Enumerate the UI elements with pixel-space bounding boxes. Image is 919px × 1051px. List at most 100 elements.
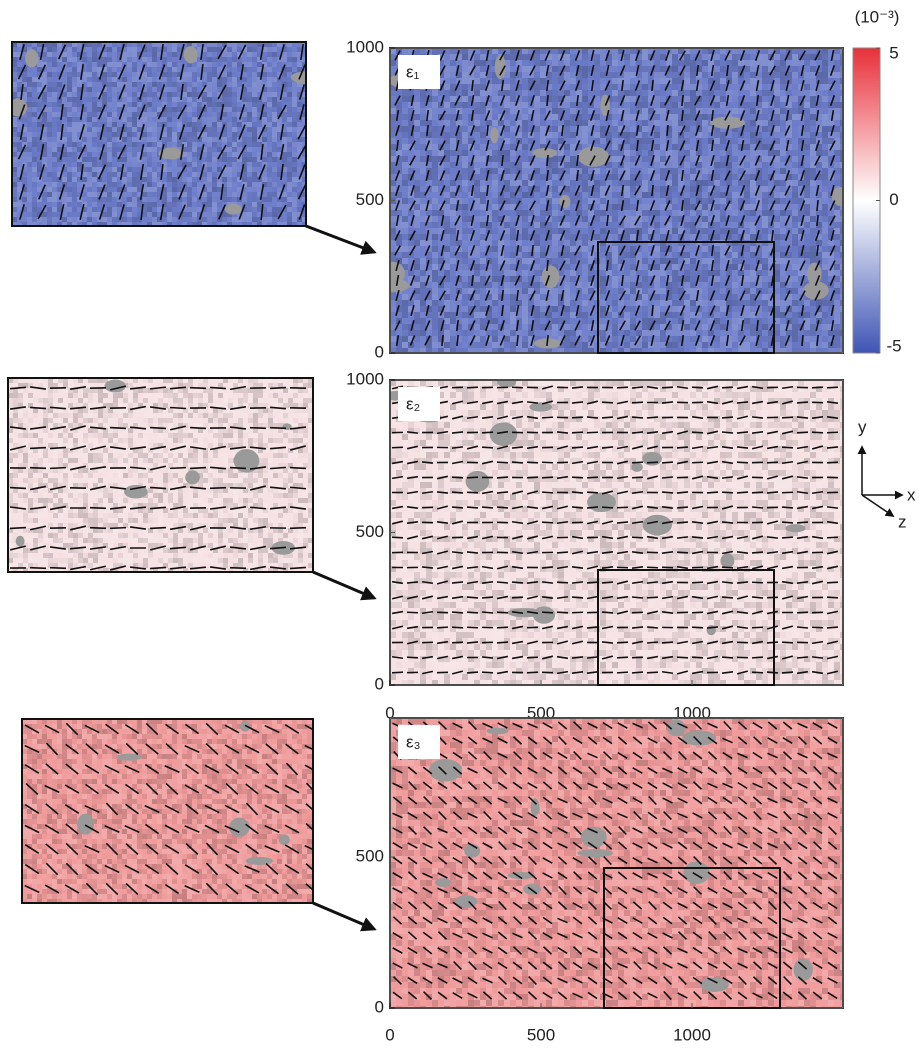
map-cell [732,228,738,234]
map-cell [192,67,197,72]
map-cell [738,54,744,60]
map-cell [678,186,684,192]
map-cell [804,102,810,108]
map-cell [720,252,726,258]
map-cell [702,66,708,72]
map-cell [402,264,408,270]
map-cell [402,192,408,198]
map-cell [696,90,702,96]
map-cell [672,162,678,168]
map-cell [618,330,624,336]
map-cell [292,67,297,72]
map-cell [432,282,438,288]
map-cell [546,258,552,264]
map-cell [702,282,708,288]
strain-direction [515,109,520,122]
map-cell [702,258,708,264]
map-cell [504,228,510,234]
map-cell [828,246,834,252]
map-cell [744,288,750,294]
map-cell [672,120,678,126]
map-cell [684,282,690,288]
strain-direction [439,290,446,301]
map-cell [552,180,558,186]
map-cell [267,42,272,47]
map-cell [534,186,540,192]
map-cell [237,47,242,52]
strain-direction [470,154,475,167]
map-cell [558,318,564,324]
map-cell [558,156,564,162]
map-cell [738,108,744,114]
strain-direction [455,259,460,272]
map-cell [172,52,177,57]
map-cell [696,144,702,150]
map-cell [792,264,798,270]
map-cell [570,72,576,78]
map-cell [540,198,546,204]
strain-direction [634,80,641,91]
strain-direction [681,199,684,212]
map-cell [684,72,690,78]
map-cell [702,216,708,222]
map-cell [510,324,516,330]
map-cell [720,150,726,156]
strain-direction [755,64,760,77]
strain-direction [515,140,520,151]
map-cell [414,186,420,192]
map-cell [720,162,726,168]
map-cell [504,84,510,90]
strain-direction [529,50,536,61]
map-cell [768,270,774,276]
map-cell [792,306,798,312]
map-cell [600,84,606,90]
map-cell [804,216,810,222]
map-cell [17,47,22,52]
strain-direction [725,124,730,137]
map-cell [232,52,237,57]
map-cell [474,156,480,162]
map-cell [708,264,714,270]
map-cell [816,102,822,108]
map-cell [157,62,162,67]
map-cell [654,186,660,192]
map-cell [486,222,492,228]
map-cell [444,156,450,162]
strain-direction [801,334,804,347]
map-cell [702,60,708,66]
strain-direction [755,274,760,287]
map-cell [810,204,816,210]
map-cell [552,312,558,318]
map-cell [684,174,690,180]
map-cell [480,246,486,252]
map-cell [702,144,708,150]
map-cell [510,306,516,312]
map-cell [474,90,480,96]
map-cell [672,342,678,348]
map-cell [414,192,420,198]
map-cell [402,240,408,246]
map-cell [654,114,660,120]
map-cell [402,156,408,162]
strain-direction [484,230,491,241]
map-cell [744,174,750,180]
map-cell [654,60,660,66]
map-cell [516,348,522,353]
map-cell [552,294,558,300]
map-cell [570,78,576,84]
strain-direction [695,259,700,272]
map-cell [714,72,720,78]
strain-direction [410,94,415,107]
map-cell [450,60,456,66]
map-cell [444,60,450,66]
map-cell [474,54,480,60]
map-cell [702,138,708,144]
map-cell [504,330,510,336]
map-cell [714,150,720,156]
map-cell [654,234,660,240]
map-cell [774,144,780,150]
map-cell [292,62,297,67]
texture [390,48,843,353]
strain-direction [754,215,761,226]
map-cell [678,288,684,294]
